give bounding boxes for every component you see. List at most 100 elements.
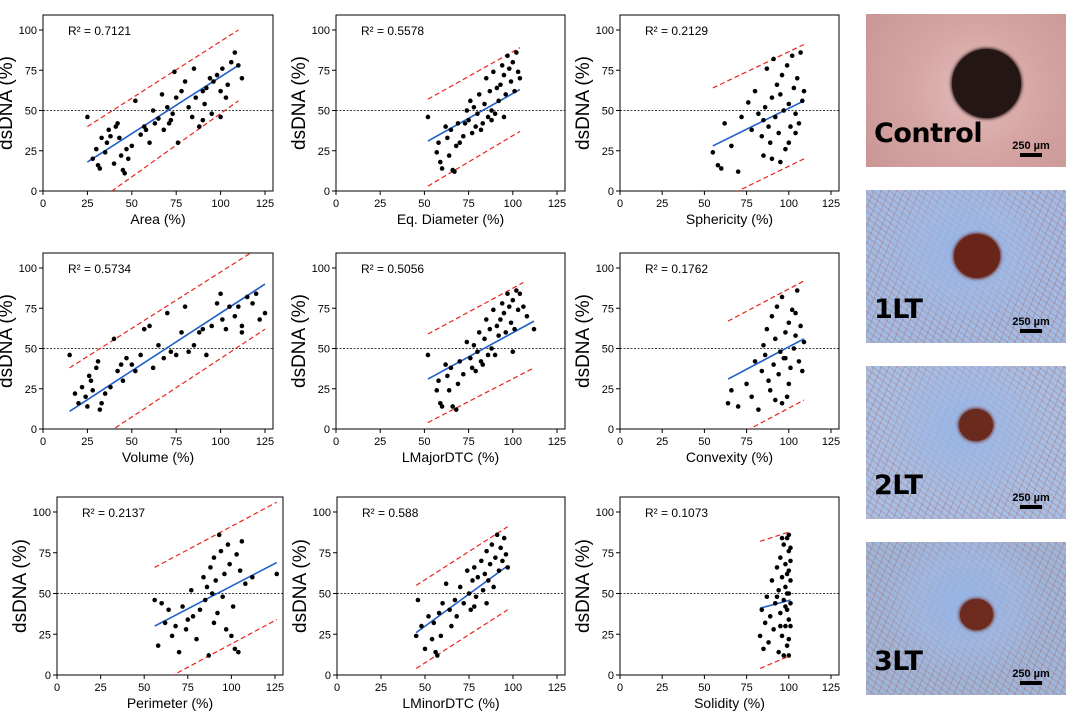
data-point — [67, 352, 72, 358]
data-point — [79, 384, 85, 390]
data-point — [801, 339, 807, 345]
data-point — [788, 365, 793, 371]
data-point — [165, 104, 170, 110]
data-point — [262, 310, 268, 316]
data-point — [214, 301, 220, 306]
data-point — [471, 604, 477, 609]
data-point — [500, 558, 505, 564]
data-point — [455, 381, 461, 387]
data-point — [218, 114, 223, 120]
y-tick-label: 0 — [608, 424, 614, 436]
x-tick-label: 75 — [182, 682, 194, 694]
data-point — [781, 653, 787, 658]
data-point — [102, 150, 108, 155]
data-point — [155, 643, 161, 648]
x-tick-label: 125 — [822, 436, 840, 448]
data-point — [438, 159, 443, 165]
data-point — [461, 600, 467, 606]
y-tick-label: 25 — [602, 384, 614, 396]
x-tick-label: 50 — [418, 198, 430, 210]
data-point — [239, 330, 245, 335]
data-point — [466, 117, 471, 123]
y-tick-label: 75 — [25, 303, 37, 315]
data-point — [169, 633, 175, 639]
data-point — [415, 597, 421, 603]
data-point — [200, 326, 206, 332]
data-point — [106, 127, 112, 133]
prediction-band-upper — [87, 29, 239, 128]
data-point — [501, 535, 507, 541]
prediction-band-upper — [427, 281, 524, 335]
x-tick-label: 75 — [463, 682, 475, 694]
y-axis-label: dsDNA (%) — [573, 294, 594, 388]
data-point — [209, 323, 215, 329]
x-tick-label: 75 — [740, 436, 752, 448]
data-point — [489, 542, 495, 547]
data-point — [801, 88, 807, 94]
scale-bar-1lt: 250 µm — [1008, 316, 1054, 333]
data-point — [147, 323, 152, 329]
data-point — [492, 352, 498, 358]
data-point — [494, 85, 500, 91]
y-axis-label: dsDNA (%) — [289, 56, 310, 150]
data-point — [479, 558, 484, 564]
data-point — [506, 304, 512, 309]
data-point — [487, 88, 493, 94]
data-point — [774, 565, 780, 570]
r-squared-label: R² = 0.1762 — [645, 262, 708, 276]
x-tick-label: 125 — [548, 436, 566, 448]
data-point — [244, 294, 250, 300]
data-point — [766, 378, 771, 384]
x-tick-label: 50 — [126, 436, 138, 448]
data-point — [90, 156, 96, 162]
data-point — [783, 584, 788, 590]
data-point — [209, 591, 215, 596]
x-tick-label: 75 — [740, 198, 752, 210]
data-point — [118, 362, 124, 367]
data-point — [491, 584, 496, 590]
x-tick-label: 50 — [138, 682, 150, 694]
data-point — [761, 342, 766, 348]
data-point — [764, 66, 770, 71]
data-point — [209, 111, 215, 117]
data-point — [776, 649, 781, 655]
x-tick-label: 100 — [780, 198, 798, 210]
data-point — [471, 565, 477, 570]
data-point — [767, 388, 773, 393]
data-point — [243, 581, 248, 587]
data-point — [111, 161, 117, 166]
data-point — [214, 72, 220, 78]
data-point — [457, 584, 463, 590]
data-point — [172, 69, 177, 75]
data-point — [473, 124, 478, 129]
y-axis-label: dsDNA (%) — [10, 539, 31, 633]
data-point — [772, 114, 778, 120]
x-tick-label: 75 — [462, 436, 474, 448]
data-point — [460, 133, 466, 139]
y-tick-label: 75 — [318, 65, 330, 77]
data-point — [257, 317, 262, 322]
data-point — [505, 565, 511, 570]
r-squared-label: R² = 0.588 — [362, 506, 419, 520]
data-point — [236, 304, 241, 309]
x-axis-label: Volume (%) — [122, 449, 194, 465]
data-point — [186, 104, 191, 110]
plot-frame — [56, 496, 284, 676]
data-point — [503, 552, 509, 557]
data-point — [464, 108, 470, 113]
prediction-band-upper — [759, 530, 791, 542]
data-point — [196, 124, 202, 129]
data-point — [718, 166, 724, 171]
data-point — [222, 571, 227, 577]
data-point — [515, 307, 521, 313]
spheroid-2lt — [959, 409, 993, 441]
data-point — [772, 397, 778, 403]
data-point — [774, 304, 780, 309]
x-tick-label: 75 — [170, 198, 182, 210]
plot-area — [620, 43, 839, 191]
data-point — [440, 600, 445, 606]
data-point — [220, 594, 225, 600]
data-point — [521, 304, 526, 309]
x-tick-label: 0 — [333, 436, 339, 448]
data-point — [791, 346, 797, 351]
